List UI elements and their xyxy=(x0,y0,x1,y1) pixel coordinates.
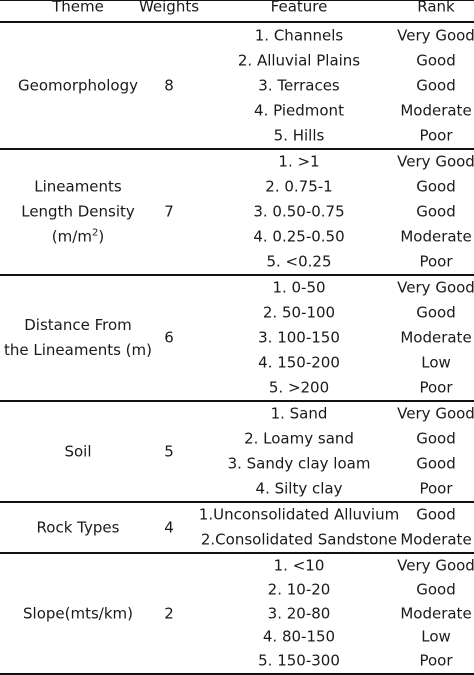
theme-unit-base: (m/m xyxy=(51,227,92,246)
rank-cell: Poor xyxy=(419,651,453,670)
header-theme: Theme xyxy=(52,0,104,16)
weight-cell: 7 xyxy=(164,202,174,221)
feature-cell: 4. 80-150 xyxy=(262,627,336,646)
theme-unit-exponent: 2 xyxy=(91,227,99,239)
rank-cell: Moderate xyxy=(400,328,472,347)
rank-cell: Poor xyxy=(419,479,453,498)
feature-cell: 3. 100-150 xyxy=(258,328,340,347)
rank-cell: Good xyxy=(416,580,456,599)
feature-cell: 1.Unconsolidated Alluvium xyxy=(198,505,400,524)
feature-cell: 5. >200 xyxy=(268,378,330,397)
rank-cell: Good xyxy=(416,429,456,448)
theme-cell: Geomorphology xyxy=(18,73,138,98)
rank-cell: Good xyxy=(416,76,456,94)
rank-cell: Moderate xyxy=(400,227,472,246)
weight-cell: 6 xyxy=(164,328,174,347)
feature-cell: 5. 150-300 xyxy=(258,651,340,670)
theme-cell: Slope(mts/km) xyxy=(23,601,133,626)
rank-cell: Low xyxy=(421,627,451,646)
rank-cell: Very Good xyxy=(397,26,474,44)
feature-cell: 1. >1 xyxy=(278,152,320,171)
header-weights: Weights xyxy=(138,0,200,16)
rank-cell: Moderate xyxy=(400,101,472,119)
group-rule xyxy=(0,148,474,150)
rank-cell: Low xyxy=(421,353,451,372)
theme-label: Length Density xyxy=(21,202,135,221)
feature-cell: 3. Terraces xyxy=(258,76,340,94)
rank-cell: Good xyxy=(416,303,456,322)
theme-label: Slope(mts/km) xyxy=(23,604,133,622)
theme-cell: Lineaments Length Density (m/m2) xyxy=(21,175,135,250)
group-rule xyxy=(0,552,474,554)
theme-unit: (m/m2) xyxy=(21,225,135,250)
feature-cell: 5. <0.25 xyxy=(266,252,332,271)
feature-cell: 1. 0-50 xyxy=(272,278,326,297)
rank-cell: Poor xyxy=(419,126,453,144)
feature-cell: 2. Loamy sand xyxy=(244,429,354,448)
theme-label: Soil xyxy=(64,442,92,460)
theme-label: Geomorphology xyxy=(18,76,138,94)
rank-cell: Moderate xyxy=(400,604,472,622)
theme-cell: Distance From the Lineaments (m) xyxy=(4,313,152,363)
feature-cell: 4. Silty clay xyxy=(255,479,343,498)
feature-cell: 2. 50-100 xyxy=(262,303,336,322)
weight-cell: 2 xyxy=(164,604,174,622)
feature-cell: 4. 150-200 xyxy=(258,353,340,372)
rank-cell: Poor xyxy=(419,252,453,271)
theme-cell: Rock Types xyxy=(37,515,120,540)
top-rule xyxy=(0,0,474,1)
feature-cell: 4. Piedmont xyxy=(254,101,344,119)
rank-cell: Very Good xyxy=(397,152,474,171)
group-rule xyxy=(0,274,474,276)
rank-cell: Very Good xyxy=(397,278,474,297)
rank-cell: Very Good xyxy=(397,404,474,423)
feature-cell: 4. 0.25-0.50 xyxy=(253,227,345,246)
feature-cell: 2. 10-20 xyxy=(267,580,331,599)
theme-label: Lineaments xyxy=(34,177,122,196)
theme-label: the Lineaments (m) xyxy=(4,341,152,359)
header-feature: Feature xyxy=(270,0,328,16)
theme-label: Distance From xyxy=(24,316,132,334)
feature-cell: 2. Alluvial Plains xyxy=(237,51,361,69)
rank-cell: Good xyxy=(416,505,456,524)
theme-label: Rock Types xyxy=(36,518,120,536)
feature-cell: 2.Consolidated Sandstone xyxy=(200,530,398,549)
feature-cell: 1. Channels xyxy=(254,26,344,44)
header-rank: Rank xyxy=(417,0,455,16)
rank-cell: Good xyxy=(416,202,456,221)
group-rule xyxy=(0,400,474,402)
feature-cell: 1. Sand xyxy=(270,404,328,423)
theme-cell: Soil xyxy=(64,439,91,464)
feature-cell: 3. 0.50-0.75 xyxy=(253,202,345,221)
weight-cell: 5 xyxy=(164,442,174,460)
weight-cell: 4 xyxy=(164,518,174,536)
feature-cell: 3. Sandy clay loam xyxy=(227,454,371,473)
rank-cell: Good xyxy=(416,51,456,69)
rank-cell: Poor xyxy=(419,378,453,397)
header-rule xyxy=(0,21,474,23)
rank-cell: Moderate xyxy=(400,530,472,549)
rank-cell: Very Good xyxy=(397,556,474,575)
theme-unit-close: ) xyxy=(98,227,105,246)
rank-cell: Good xyxy=(416,177,456,196)
feature-cell: 1. <10 xyxy=(273,556,325,575)
feature-cell: 2. 0.75-1 xyxy=(265,177,333,196)
group-rule xyxy=(0,501,474,503)
feature-cell: 3. 20-80 xyxy=(267,604,331,622)
rank-cell: Good xyxy=(416,454,456,473)
feature-cell: 5. Hills xyxy=(273,126,325,144)
weight-cell: 8 xyxy=(164,76,174,94)
